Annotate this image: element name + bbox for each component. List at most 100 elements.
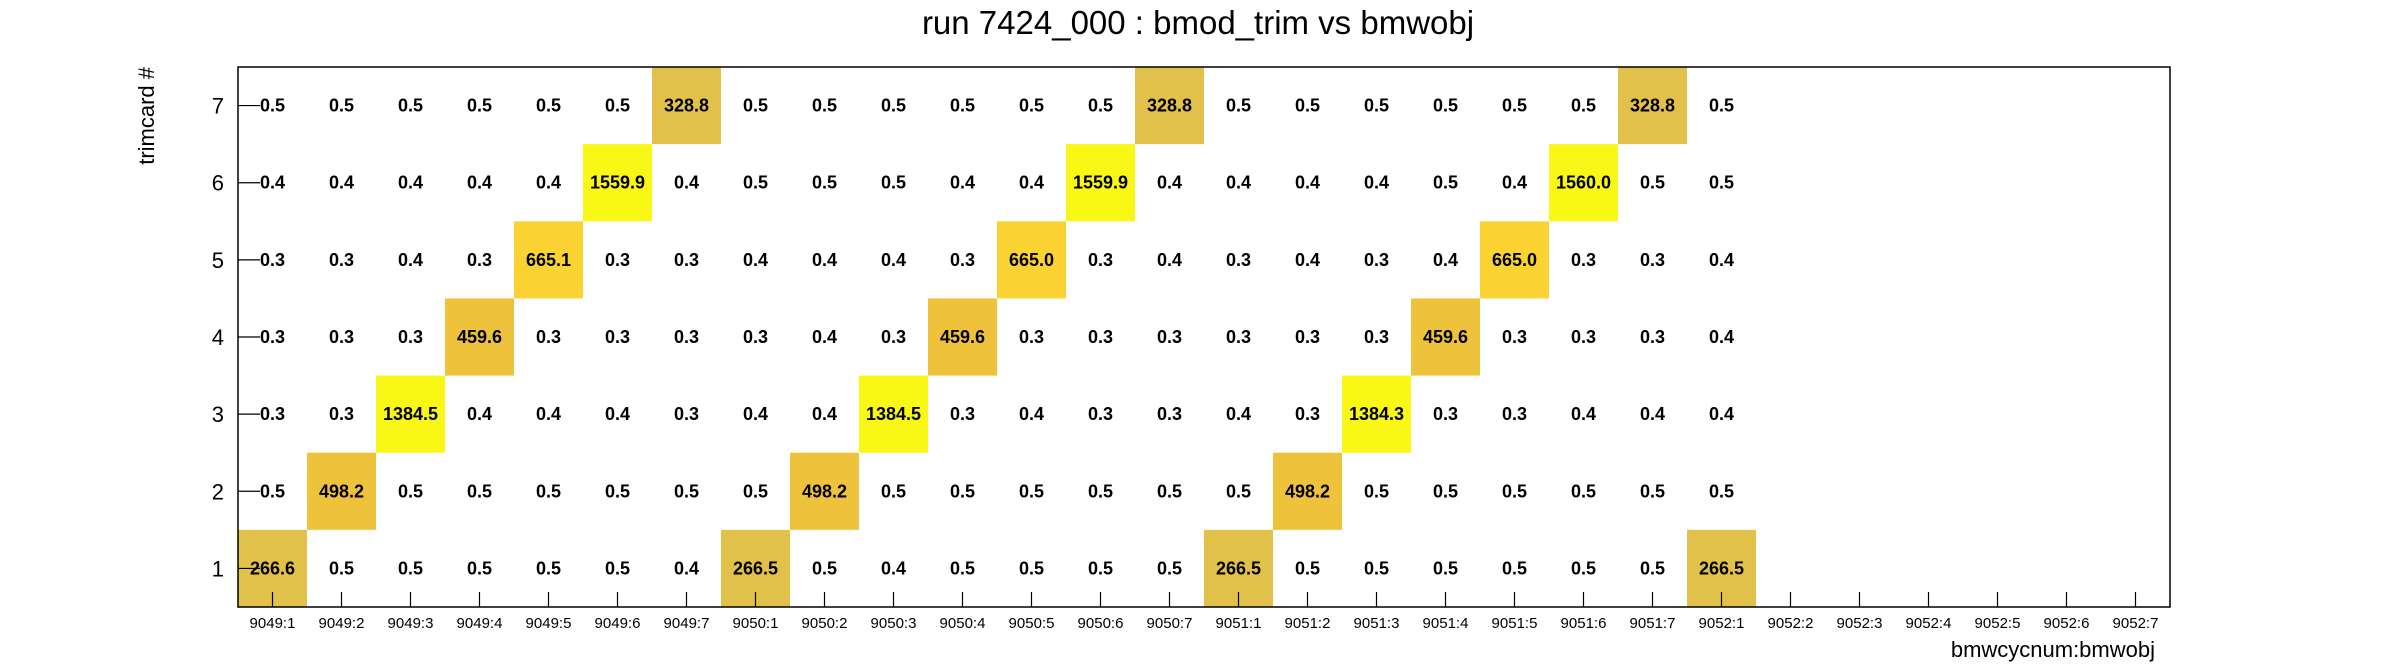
heatmap-cell-5-9051:5 (1480, 221, 1549, 299)
cell-label-7-9049:7: 328.8 (664, 96, 709, 116)
cell-label-2-9052:1: 0.5 (1709, 481, 1734, 501)
cell-label-5-9051:5: 665.0 (1492, 250, 1537, 270)
cell-label-2-9049:7: 0.5 (674, 481, 699, 501)
x-tick-label-9050:1: 9050:1 (733, 615, 779, 632)
x-tick-label-9052:6: 9052:6 (2044, 615, 2090, 632)
x-tick-label-9051:2: 9051:2 (1285, 615, 1331, 632)
cell-label-2-9049:4: 0.5 (467, 481, 492, 501)
cell-label-4-9050:3: 0.3 (881, 327, 906, 347)
cell-label-6-9051:5: 0.4 (1502, 173, 1527, 193)
x-tick-label-9050:5: 9050:5 (1009, 615, 1055, 632)
cell-label-1-9049:7: 0.4 (674, 558, 699, 578)
cell-label-3-9051:6: 0.4 (1571, 404, 1596, 424)
cell-label-4-9052:1: 0.4 (1709, 327, 1734, 347)
cell-label-1-9049:1: 266.6 (250, 558, 295, 578)
cell-label-5-9049:3: 0.4 (398, 250, 423, 270)
heatmap-cell-4-9051:4 (1411, 298, 1480, 376)
y-tick-label-4: 4 (212, 325, 224, 350)
cell-label-5-9049:1: 0.3 (260, 250, 285, 270)
cell-label-6-9050:1: 0.5 (743, 173, 768, 193)
x-tick-label-9049:4: 9049:4 (457, 615, 503, 632)
cell-label-6-9051:6: 1560.0 (1556, 173, 1611, 193)
cell-label-5-9051:3: 0.3 (1364, 250, 1389, 270)
cell-label-6-9050:3: 0.5 (881, 173, 906, 193)
cell-label-3-9049:3: 1384.5 (383, 404, 438, 424)
cell-label-7-9050:2: 0.5 (812, 96, 837, 116)
cell-label-2-9050:5: 0.5 (1019, 481, 1044, 501)
heatmap-cell-3-9050:3 (859, 375, 928, 453)
heatmap-cell-3-9049:3 (376, 375, 445, 453)
cell-label-4-9051:6: 0.3 (1571, 327, 1596, 347)
cell-label-3-9052:1: 0.4 (1709, 404, 1734, 424)
cells-layer: 266.6 0.5 0.5 0.5 0.5 0.5 0.4 266.5 0.5 0.4 0.5 0.5… (238, 67, 1756, 607)
cell-label-4-9050:2: 0.4 (812, 327, 837, 347)
x-tick-label-9050:3: 9050:3 (871, 615, 917, 632)
cell-label-7-9052:1: 0.5 (1709, 96, 1734, 116)
heatmap-cell-5-9049:5 (514, 221, 583, 299)
x-tick-label-9051:4: 9051:4 (1423, 615, 1469, 632)
cell-label-6-9051:4: 0.5 (1433, 173, 1458, 193)
chart-title: run 7424_000 : bmod_trim vs bmwobj (922, 4, 1474, 41)
cell-label-2-9050:6: 0.5 (1088, 481, 1113, 501)
x-tick-label-9052:2: 9052:2 (1768, 615, 1814, 632)
heatmap-cell-5-9050:5 (997, 221, 1066, 299)
x-tick-label-9049:6: 9049:6 (595, 615, 641, 632)
x-tick-label-9050:2: 9050:2 (802, 615, 848, 632)
cell-label-2-9051:3: 0.5 (1364, 481, 1389, 501)
cell-label-6-9049:7: 0.4 (674, 173, 699, 193)
cell-label-7-9049:2: 0.5 (329, 96, 354, 116)
cell-label-7-9050:5: 0.5 (1019, 96, 1044, 116)
cell-label-6-9049:3: 0.4 (398, 173, 423, 193)
cell-label-4-9049:6: 0.3 (605, 327, 630, 347)
cell-label-7-9051:7: 328.8 (1630, 96, 1675, 116)
x-tick-label-9049:7: 9049:7 (664, 615, 710, 632)
x-tick-label-9049:2: 9049:2 (319, 615, 365, 632)
cell-label-6-9049:6: 1559.9 (590, 173, 645, 193)
cell-label-6-9050:2: 0.5 (812, 173, 837, 193)
cell-label-3-9050:2: 0.4 (812, 404, 837, 424)
cell-label-5-9049:6: 0.3 (605, 250, 630, 270)
cell-label-2-9051:7: 0.5 (1640, 481, 1665, 501)
cell-label-1-9052:1: 266.5 (1699, 558, 1744, 578)
cell-label-7-9050:6: 0.5 (1088, 96, 1113, 116)
y-tick-label-5: 5 (212, 248, 224, 273)
heatmap-cell-2-9051:2 (1273, 452, 1342, 530)
x-tick-label-9051:1: 9051:1 (1216, 615, 1262, 632)
cell-label-5-9049:5: 665.1 (526, 250, 571, 270)
cell-label-3-9050:3: 1384.5 (866, 404, 921, 424)
x-tick-label-9050:4: 9050:4 (940, 615, 986, 632)
cell-label-2-9049:1: 0.5 (260, 481, 285, 501)
cell-label-5-9051:7: 0.3 (1640, 250, 1665, 270)
cell-label-7-9051:1: 0.5 (1226, 96, 1251, 116)
heatmap-cell-3-9051:3 (1342, 375, 1411, 453)
heatmap-cell-6-9051:6 (1549, 144, 1618, 222)
cell-label-4-9050:1: 0.3 (743, 327, 768, 347)
cell-label-2-9050:2: 498.2 (802, 481, 847, 501)
cell-label-4-9049:2: 0.3 (329, 327, 354, 347)
cell-label-2-9051:6: 0.5 (1571, 481, 1596, 501)
cell-label-3-9051:1: 0.4 (1226, 404, 1251, 424)
cell-label-1-9049:6: 0.5 (605, 558, 630, 578)
cell-label-6-9049:2: 0.4 (329, 173, 354, 193)
cell-label-6-9050:6: 1559.9 (1073, 173, 1128, 193)
cell-label-5-9051:1: 0.3 (1226, 250, 1251, 270)
cell-label-4-9051:3: 0.3 (1364, 327, 1389, 347)
cell-label-5-9050:2: 0.4 (812, 250, 837, 270)
cell-label-3-9050:4: 0.3 (950, 404, 975, 424)
x-tick-label-9049:5: 9049:5 (526, 615, 572, 632)
cell-label-2-9050:1: 0.5 (743, 481, 768, 501)
cell-label-4-9051:5: 0.3 (1502, 327, 1527, 347)
y-tick-label-6: 6 (212, 171, 224, 196)
cell-label-1-9049:3: 0.5 (398, 558, 423, 578)
cell-label-6-9049:1: 0.4 (260, 173, 285, 193)
cell-label-4-9050:7: 0.3 (1157, 327, 1182, 347)
cell-label-2-9051:1: 0.5 (1226, 481, 1251, 501)
y-tick-label-3: 3 (212, 402, 224, 427)
cell-label-6-9051:1: 0.4 (1226, 173, 1251, 193)
cell-label-5-9049:4: 0.3 (467, 250, 492, 270)
heatmap-cell-7-9049:7 (652, 67, 721, 145)
cell-label-7-9050:1: 0.5 (743, 96, 768, 116)
cell-label-4-9051:2: 0.3 (1295, 327, 1320, 347)
cell-label-3-9049:5: 0.4 (536, 404, 561, 424)
